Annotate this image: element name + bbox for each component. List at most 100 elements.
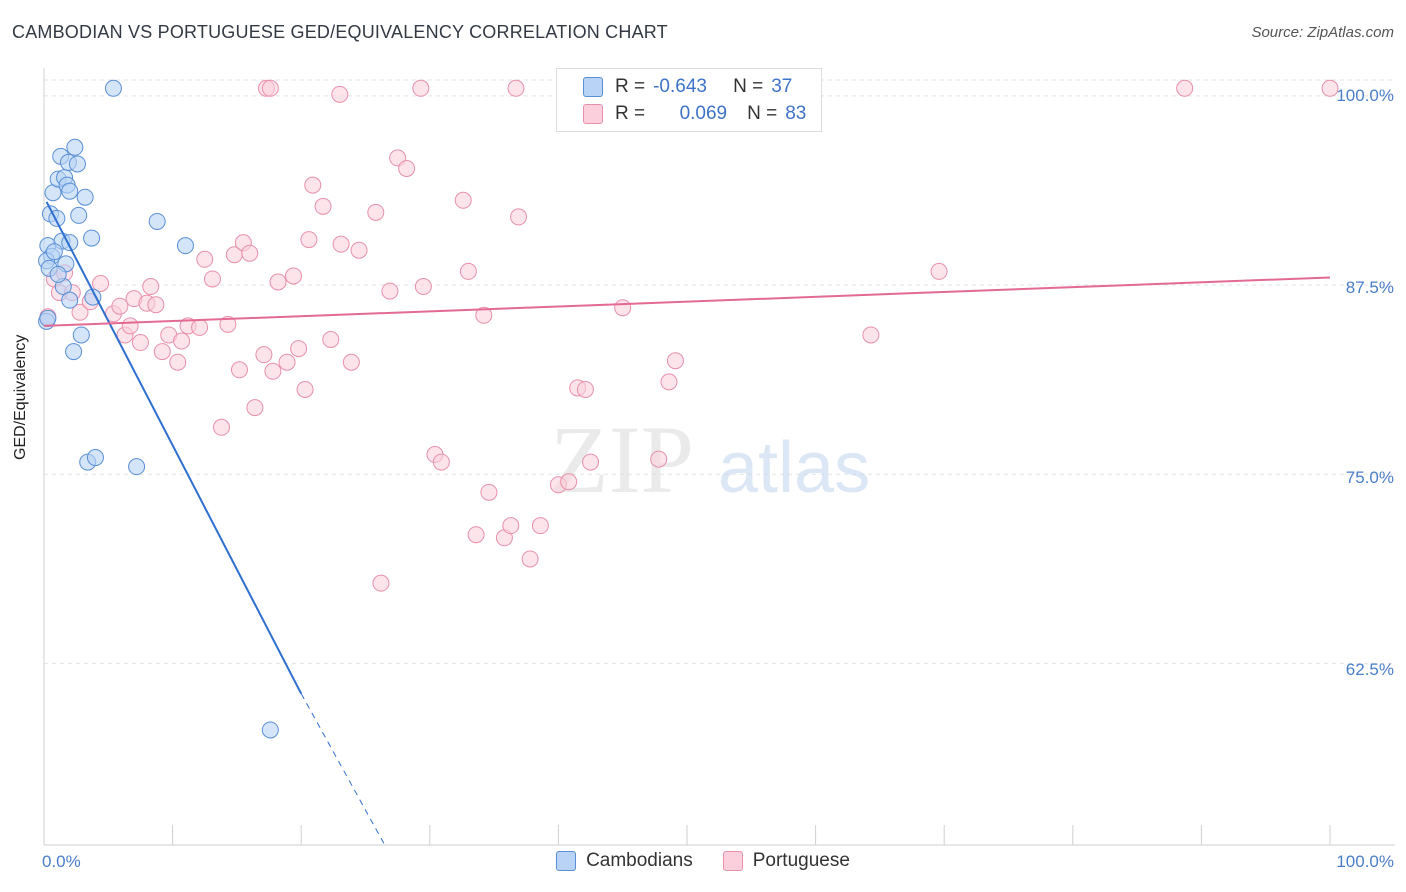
n-label: N =	[733, 76, 764, 97]
portuguese-point-44	[284, 267, 302, 285]
portuguese-point-19	[121, 317, 139, 335]
cambodian-point-7	[66, 138, 84, 156]
portuguese-point-32	[203, 270, 221, 288]
portuguese-point-45	[290, 340, 308, 358]
portuguese-point-46	[296, 380, 314, 398]
portuguese-point-42	[269, 273, 287, 291]
trend-lines	[43, 201, 1331, 846]
n-value: 83	[785, 103, 807, 124]
n-label: N =	[747, 103, 778, 124]
stats-row-cambodians: R = -0.643 N = 37	[583, 75, 792, 99]
portuguese-point-17	[111, 297, 129, 315]
r-label: R =	[615, 103, 646, 124]
portuguese-point-69	[510, 208, 528, 226]
legend-label-cambodians: Cambodians	[586, 850, 693, 871]
portuguese-point-70	[521, 550, 539, 568]
y-tick-label-62-5: 62.5%	[1345, 660, 1394, 679]
portuguese-point-34	[219, 315, 237, 333]
cambodian-trend-line	[45, 201, 303, 695]
portuguese-point-78	[650, 450, 668, 468]
portuguese-point-71	[531, 517, 549, 535]
portuguese-point-36	[230, 361, 248, 379]
portuguese-point-51	[332, 235, 350, 253]
watermark-zip: ZIP	[550, 406, 694, 513]
n-value: 37	[771, 76, 793, 97]
cambodian-point-26	[61, 291, 79, 309]
r-value: -0.643	[653, 76, 707, 97]
r-label: R =	[615, 76, 646, 97]
cambodian-point-34	[261, 721, 279, 739]
portuguese-point-40	[255, 346, 273, 364]
portuguese-point-55	[372, 574, 390, 592]
cambodian-point-13	[70, 206, 88, 224]
portuguese-point-64	[467, 526, 485, 544]
cambodians-legend-swatch	[556, 851, 577, 871]
cambodian-points	[38, 79, 279, 739]
portuguese-point-28	[173, 332, 191, 350]
x-tick-label-min: 0.0%	[42, 852, 81, 871]
portuguese-point-63	[459, 262, 477, 280]
portuguese-point-75	[576, 380, 594, 398]
portuguese-point-41	[264, 362, 282, 380]
portuguese-point-62	[454, 191, 472, 209]
watermark-atlas: atlas	[718, 428, 870, 508]
cambodian-point-35	[49, 265, 67, 283]
portuguese-point-7	[1321, 79, 1339, 97]
portuguese-point-21	[131, 334, 149, 352]
cambodian-point-22	[45, 243, 63, 261]
cambodian-point-30	[65, 343, 83, 361]
portuguese-point-38	[241, 244, 259, 262]
portuguese-point-66	[480, 483, 498, 501]
portuguese-point-43	[278, 353, 296, 371]
legend-item-cambodians[interactable]: Cambodians	[556, 850, 693, 872]
portuguese-point-39	[246, 399, 264, 417]
portuguese-point-31	[196, 250, 214, 268]
series-legend: Cambodians Portuguese	[0, 850, 1406, 872]
portuguese-trend-line	[43, 276, 1331, 327]
cambodians-swatch	[583, 77, 603, 97]
portuguese-point-1	[261, 79, 279, 97]
portuguese-point-56	[381, 282, 399, 300]
portuguese-point-52	[342, 353, 360, 371]
portuguese-point-80	[666, 352, 684, 370]
cambodian-point-20	[176, 237, 194, 255]
portuguese-point-82	[930, 262, 948, 280]
portuguese-point-48	[304, 176, 322, 194]
portuguese-point-65	[475, 306, 493, 324]
portuguese-point-27	[169, 353, 187, 371]
cambodian-point-10	[61, 182, 79, 200]
cambodian-trend-line-extension	[300, 693, 386, 846]
stats-legend: R = -0.643 N = 37 R = 0.069 N = 83	[556, 68, 822, 132]
portuguese-point-79	[660, 373, 678, 391]
x-tick-label-max: 100.0%	[1336, 852, 1394, 871]
chart-title: CAMBODIAN VS PORTUGUESE GED/EQUIVALENCY …	[12, 22, 668, 42]
cambodian-point-29	[72, 326, 90, 344]
portuguese-points	[39, 79, 1339, 592]
portuguese-point-30	[191, 318, 209, 336]
legend-item-portuguese[interactable]: Portuguese	[722, 850, 850, 872]
r-value: 0.069	[679, 103, 728, 124]
portuguese-point-23	[142, 278, 160, 296]
cambodian-point-18	[83, 229, 101, 247]
portuguese-point-47	[300, 231, 318, 249]
portuguese-swatch	[583, 104, 603, 124]
portuguese-point-81	[862, 326, 880, 344]
portuguese-point-25	[153, 343, 171, 361]
portuguese-point-61	[432, 453, 450, 471]
portuguese-point-77	[614, 299, 632, 317]
cambodian-point-11	[76, 188, 94, 206]
legend-label-portuguese: Portuguese	[752, 850, 850, 871]
portuguese-point-50	[322, 331, 340, 349]
portuguese-point-24	[147, 296, 165, 314]
portuguese-point-53	[350, 241, 368, 259]
cambodian-point-32	[86, 449, 104, 467]
portuguese-legend-swatch	[722, 851, 743, 871]
portuguese-point-68	[502, 517, 520, 535]
portuguese-point-13	[71, 303, 89, 321]
y-tick-label-100: 100.0%	[1336, 86, 1394, 105]
portuguese-point-15	[92, 275, 110, 293]
axes	[43, 68, 1395, 846]
portuguese-point-33	[212, 418, 230, 436]
portuguese-point-4	[507, 79, 525, 97]
